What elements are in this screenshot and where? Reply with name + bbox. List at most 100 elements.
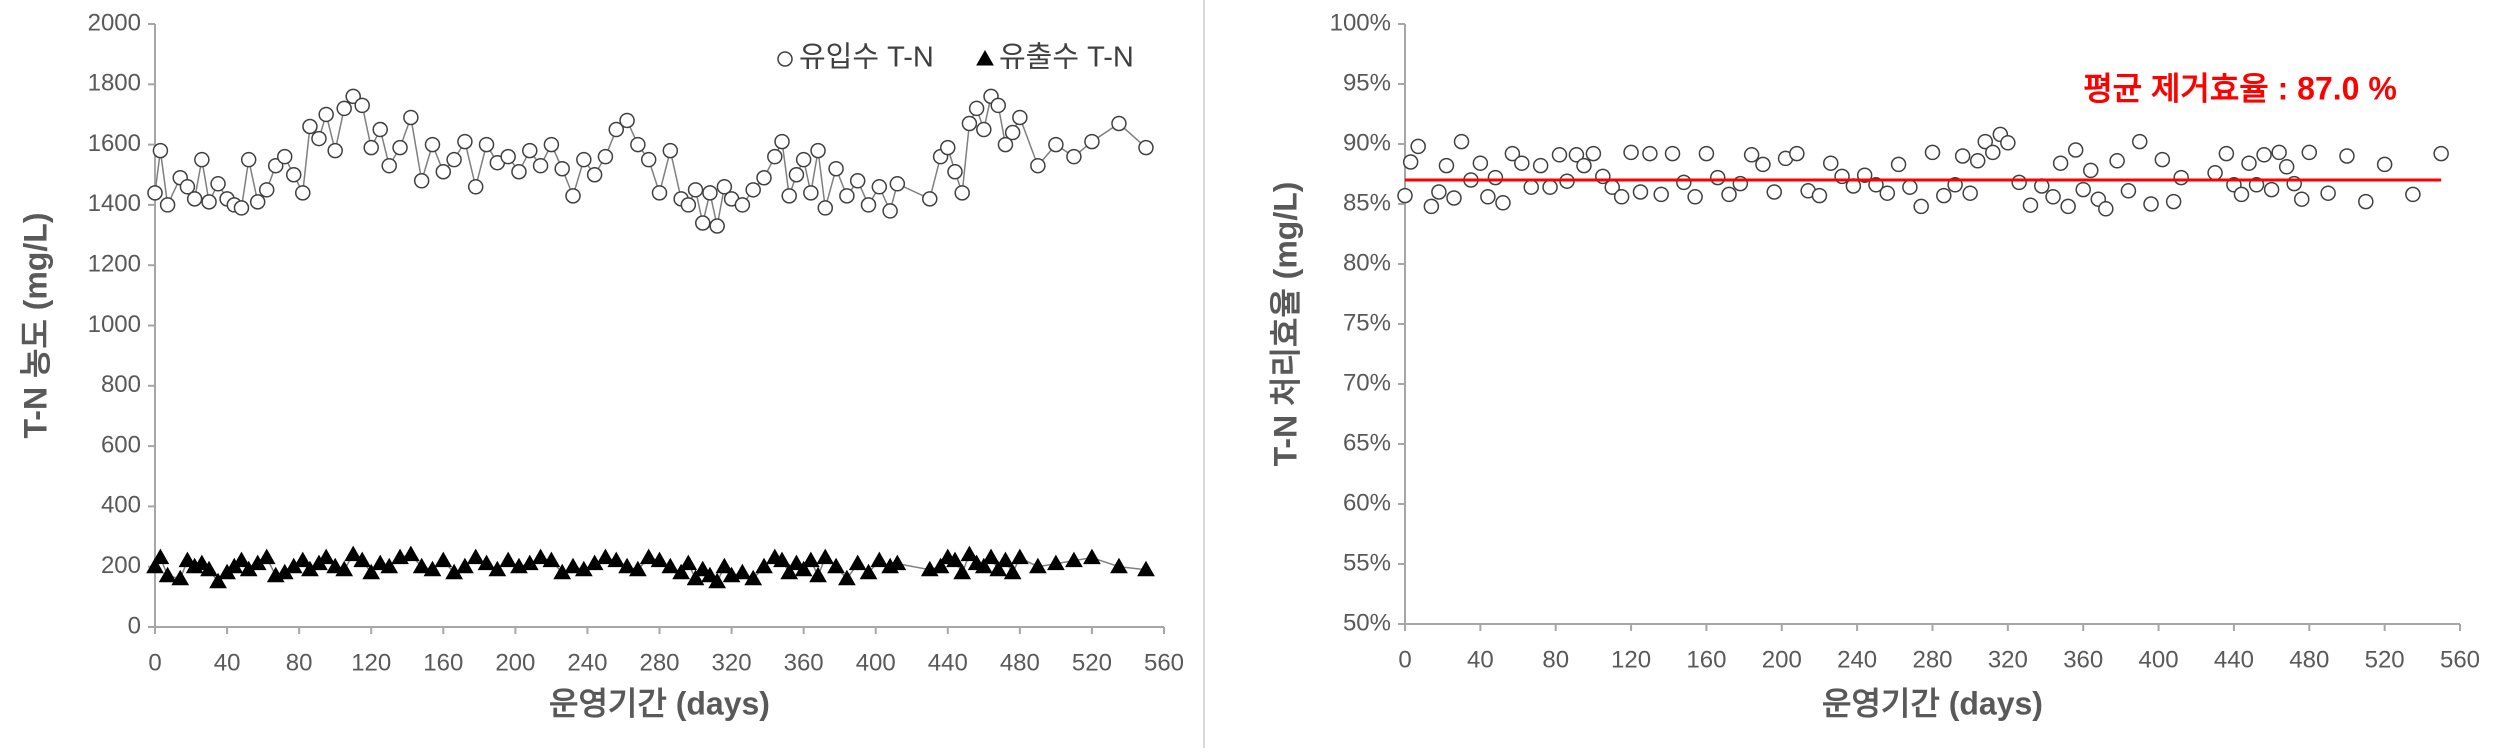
x-tick-label: 520: [1072, 649, 1112, 676]
y-tick-label: 600: [101, 431, 141, 458]
data-point: [859, 563, 878, 580]
x-tick-label: 120: [351, 649, 391, 676]
data-point: [413, 173, 430, 189]
data-point: [801, 551, 820, 568]
data-point: [1010, 548, 1029, 565]
x-tick-label: 360: [784, 649, 824, 676]
data-point: [607, 551, 626, 568]
data-point: [2052, 155, 2069, 171]
data-point: [1632, 184, 1649, 200]
data-point: [709, 218, 725, 234]
data-point: [478, 136, 495, 153]
x-tick-label: 0: [1398, 646, 1411, 673]
y-tick-label: 0: [128, 612, 141, 639]
data-point: [755, 557, 773, 574]
data-point: [619, 112, 635, 129]
data-point: [1446, 190, 1462, 206]
data-point: [1504, 145, 1521, 162]
data-point: [781, 188, 797, 204]
data-point: [1766, 184, 1782, 200]
x-tick-label: 440: [928, 649, 968, 676]
data-point: [1709, 169, 1726, 186]
x-tick-label: 120: [1611, 646, 1651, 673]
data-point: [326, 557, 345, 574]
data-point: [982, 548, 1000, 565]
y-tick-label: 1200: [88, 251, 141, 278]
data-point: [178, 551, 197, 568]
data-point: [267, 157, 284, 174]
data-point: [662, 142, 679, 159]
data-point: [2405, 186, 2421, 203]
x-tick-label: 480: [1000, 649, 1040, 676]
data-point: [1879, 185, 1896, 201]
data-point: [640, 151, 657, 168]
data-point: [2263, 181, 2280, 198]
data-point: [687, 182, 704, 198]
x-tick-label: 400: [856, 649, 896, 676]
data-point: [1789, 145, 1805, 162]
legend-marker: [976, 49, 994, 66]
data-point: [1568, 147, 1585, 163]
data-point: [586, 167, 603, 183]
data-point: [200, 560, 218, 577]
data-point: [1969, 153, 1986, 169]
data-point: [816, 548, 835, 565]
x-tick-label: 360: [2063, 646, 2103, 673]
data-point: [708, 572, 727, 589]
data-point: [960, 545, 979, 562]
data-point: [810, 142, 826, 159]
data-point: [618, 557, 636, 574]
data-point: [1664, 145, 1681, 162]
data-point: [435, 163, 452, 180]
data-point: [882, 203, 898, 219]
data-point: [240, 151, 257, 168]
data-point: [1523, 179, 1539, 195]
data-point: [745, 182, 761, 198]
data-point: [477, 554, 496, 571]
data-point: [1585, 145, 1602, 162]
data-point: [715, 557, 734, 574]
data-point: [788, 167, 805, 183]
data-point: [947, 163, 963, 180]
y-tick-label: 200: [101, 552, 141, 579]
data-point: [1495, 195, 1511, 211]
data-point: [209, 572, 227, 589]
data-point: [1472, 155, 1489, 171]
data-point: [940, 139, 956, 156]
x-tick-label: 80: [286, 649, 313, 676]
data-point: [1110, 557, 1128, 574]
data-point: [412, 557, 431, 574]
data-point: [232, 551, 251, 568]
data-point: [961, 115, 978, 132]
x-axis-title: 운영기간 (days): [549, 685, 770, 721]
data-point: [672, 563, 690, 580]
data-point: [1003, 563, 1022, 580]
data-point: [780, 563, 799, 580]
data-point: [257, 548, 276, 565]
y-tick-label: 800: [101, 371, 141, 398]
y-tick-label: 2000: [88, 9, 141, 36]
y-tick-label: 1600: [88, 130, 141, 157]
data-point: [542, 551, 561, 568]
data-point: [2218, 145, 2235, 162]
data-point: [1083, 548, 1101, 565]
data-point: [794, 560, 813, 577]
data-point: [744, 569, 763, 586]
data-point: [1936, 187, 1952, 204]
data-point: [1687, 189, 1703, 205]
data-point: [1676, 174, 1692, 191]
data-point: [2433, 145, 2449, 162]
data-point: [2241, 155, 2257, 171]
data-point: [2278, 159, 2295, 175]
data-point: [870, 551, 889, 568]
data-point: [651, 185, 668, 201]
data-point: [564, 557, 582, 574]
data-point: [1532, 157, 1549, 174]
y-tick-label: 60%: [1343, 489, 1391, 516]
data-point: [693, 560, 712, 577]
legend-marker: [777, 51, 793, 67]
data-point: [1913, 198, 1929, 215]
legend-label: 유출수 T-N: [999, 41, 1134, 74]
data-point: [249, 194, 266, 210]
